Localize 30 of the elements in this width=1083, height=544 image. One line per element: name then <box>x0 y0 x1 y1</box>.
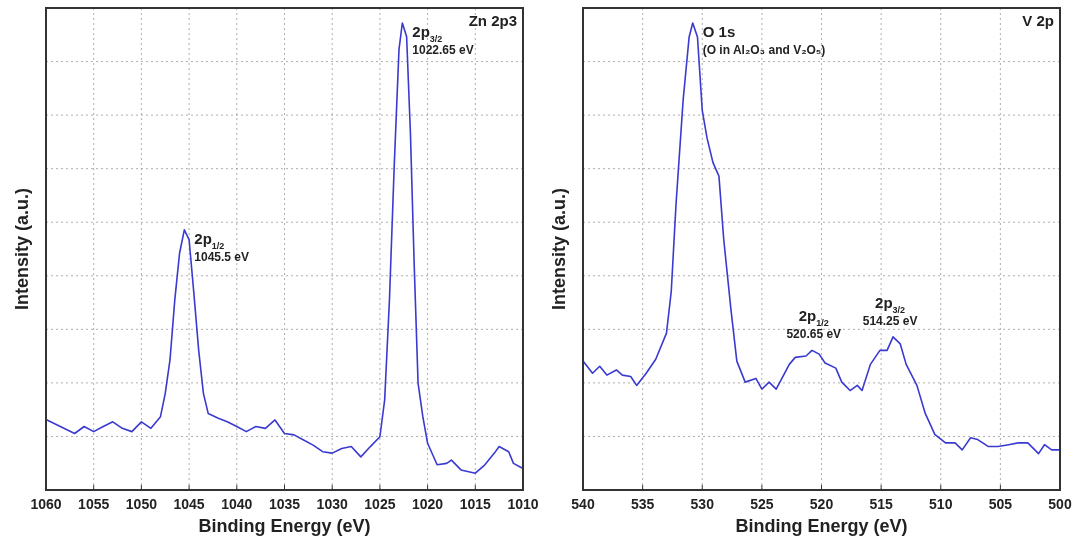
x-tick-label: 500 <box>1048 496 1072 512</box>
x-tick-label: 510 <box>929 496 953 512</box>
x-tick-label: 535 <box>630 496 655 512</box>
x-tick-label: 530 <box>690 496 715 512</box>
x-tick-label: 1010 <box>507 496 539 512</box>
x-tick-label: 1060 <box>30 496 62 512</box>
annotation: 2p$_{1/2}$ 520.65 eV <box>786 307 842 342</box>
x-tick-label: 1035 <box>268 496 301 512</box>
y-axis-title: Intensity (a.u.) <box>12 187 32 311</box>
y-axis-title: Intensity (a.u.) <box>549 187 569 311</box>
x-tick-label: 525 <box>750 496 774 512</box>
annotation: O 1s (O in Al₂O₃ and V₂O₅) <box>702 23 826 57</box>
x-tick-label: 1040 <box>221 496 253 512</box>
x-tick-label: 1030 <box>316 496 348 512</box>
x-axis-title: Binding Energy (eV) <box>198 516 371 536</box>
x-axis-title: Binding Energy (eV) <box>735 516 908 536</box>
x-tick-label: 1055 <box>78 496 110 512</box>
x-tick-label: 1025 <box>364 496 396 512</box>
x-tick-label: 1050 <box>125 496 158 512</box>
x-tick-label: 1020 <box>412 496 444 512</box>
annotation: 2p$_{1/2}$ 1045.5 eV <box>194 229 250 264</box>
annotation: 2p$_{3/2}$ 514.25 eV <box>862 293 918 328</box>
x-tick-label: 540 <box>571 496 595 512</box>
x-tick-label: 1015 <box>459 496 492 512</box>
chart-title: Zn 2p3 <box>468 12 517 29</box>
x-tick-label: 515 <box>869 496 894 512</box>
chart-title: V 2p <box>1022 12 1054 29</box>
x-tick-label: 505 <box>988 496 1013 512</box>
x-tick-label: 520 <box>809 496 834 512</box>
x-tick-label: 1045 <box>173 496 205 512</box>
